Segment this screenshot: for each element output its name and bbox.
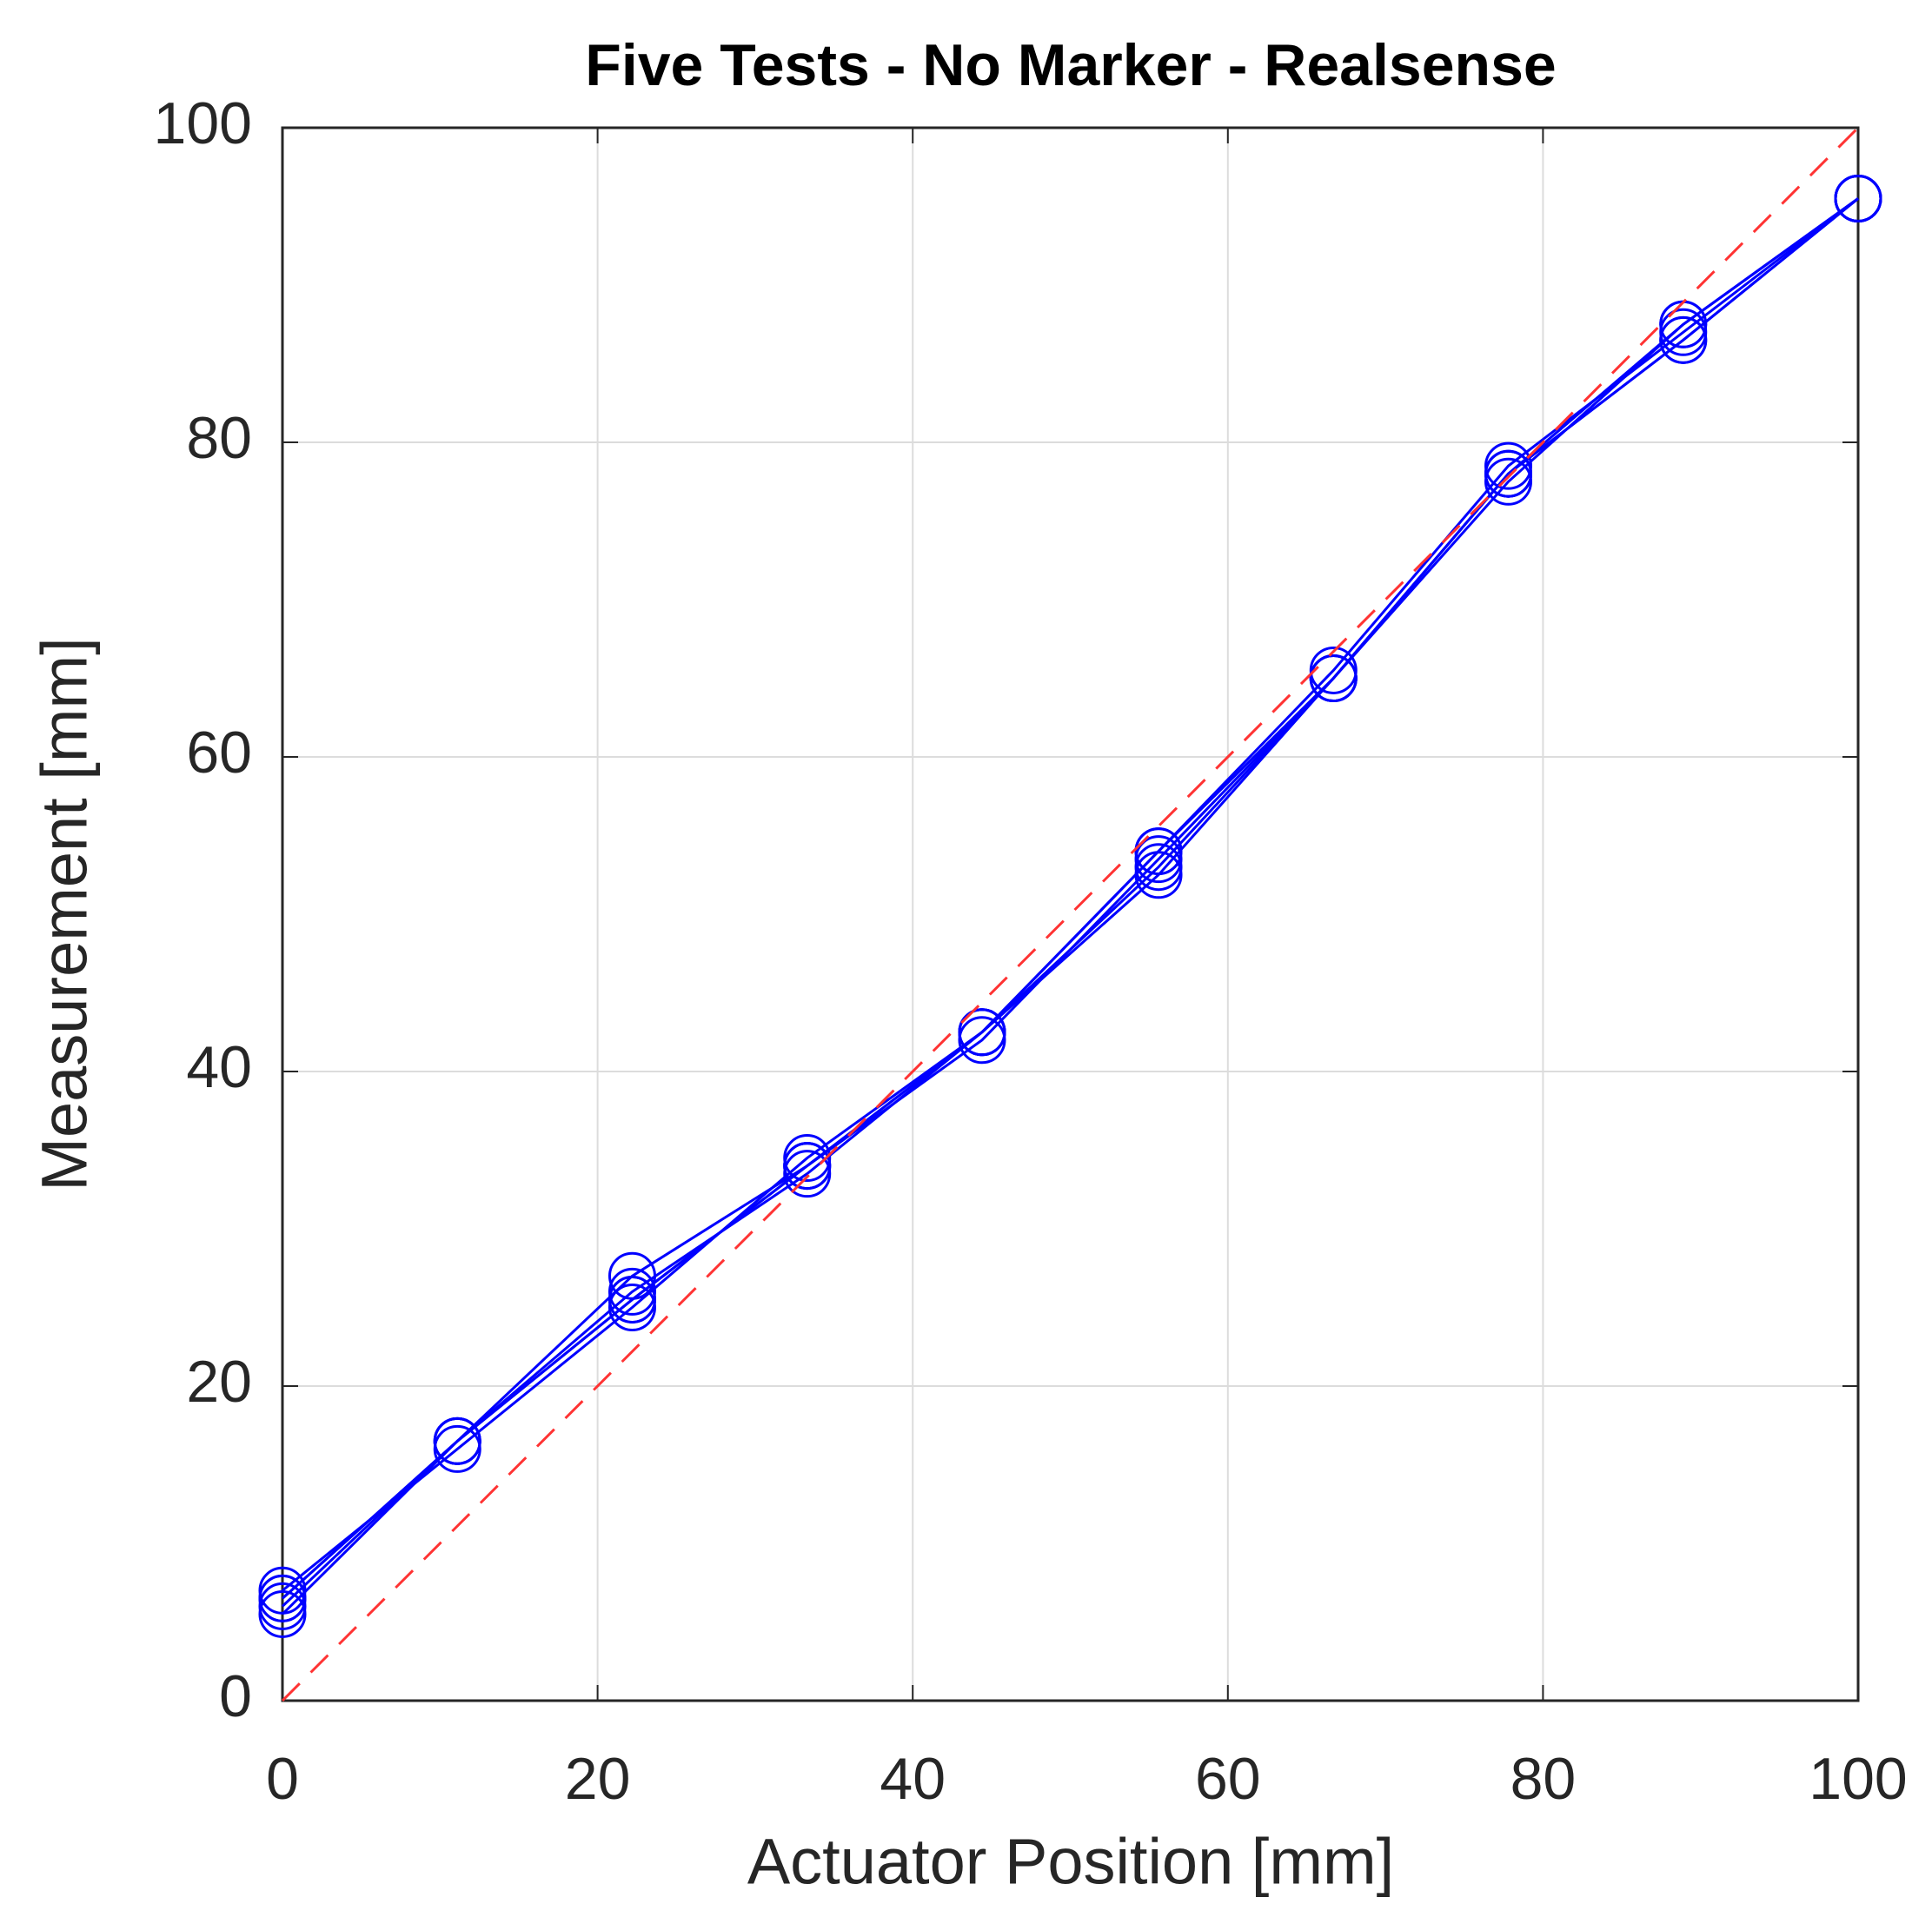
marker [1834, 174, 1882, 222]
y-axis-label: Measurement [mm] [29, 637, 101, 1191]
x-axis-label: Actuator Position [mm] [747, 1826, 1394, 1898]
marker [1134, 835, 1183, 884]
x-tick-label: 0 [266, 1746, 299, 1812]
x-tick-label: 40 [880, 1746, 946, 1812]
plot-frame [281, 126, 1860, 1702]
reference-line [281, 126, 1860, 1702]
chart-title: Five Tests - No Marker - Realsense [585, 32, 1556, 98]
y-tick-label: 40 [186, 1034, 252, 1100]
y-tick-label: 20 [186, 1349, 252, 1415]
marker [1659, 315, 1708, 364]
marker [607, 1275, 656, 1324]
marker [1134, 851, 1183, 899]
marker [1659, 308, 1708, 356]
y-tick-label: 100 [154, 90, 252, 156]
series-line [282, 197, 1859, 1592]
x-tick-label: 80 [1510, 1746, 1577, 1812]
marker [258, 1589, 307, 1638]
marker [958, 1008, 1006, 1057]
marker [1484, 441, 1533, 490]
marker [958, 1016, 1006, 1065]
marker [783, 1150, 832, 1198]
marker [433, 1416, 481, 1465]
marker [258, 1574, 307, 1622]
marker [783, 1142, 832, 1191]
marker [607, 1267, 656, 1316]
y-tick-label: 0 [219, 1663, 252, 1729]
marker [258, 1582, 307, 1630]
marker [607, 1284, 656, 1331]
marker [433, 1424, 481, 1473]
series-line [281, 197, 1859, 1608]
marker [258, 1566, 307, 1615]
series-line [281, 197, 1859, 1600]
marker [1309, 646, 1358, 694]
marker [1309, 654, 1358, 702]
marker [1484, 457, 1533, 506]
x-tick-label: 100 [1809, 1746, 1907, 1812]
marker [1484, 449, 1533, 498]
y-tick-label: 60 [186, 720, 252, 786]
marker [1134, 843, 1183, 892]
y-tick-label: 80 [186, 405, 252, 471]
x-tick-label: 60 [1195, 1746, 1261, 1812]
x-tick-label: 20 [565, 1746, 631, 1812]
marker [783, 1134, 832, 1183]
